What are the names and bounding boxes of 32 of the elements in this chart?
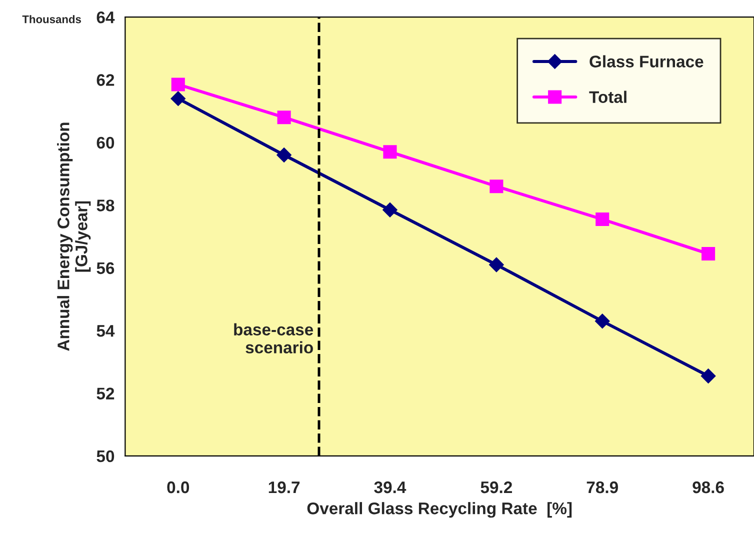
x-axis-title: Overall Glass Recycling Rate [%] [307, 502, 572, 518]
y-tick-label: 60 [96, 136, 114, 149]
x-tick-label: 98.6 [692, 481, 724, 494]
y-tick-label: 50 [96, 450, 114, 462]
y-tick-label: 56 [96, 262, 114, 274]
point [170, 91, 186, 106]
point [594, 314, 610, 329]
x-tick-label: 19.7 [268, 481, 300, 494]
y-tick-label: 52 [96, 388, 114, 400]
point [489, 257, 504, 272]
point [700, 368, 716, 384]
y-tick-label: 64 [96, 11, 115, 24]
legend-label: Glass Furnace [590, 55, 704, 68]
x-tick-label: 59.2 [480, 481, 512, 494]
point [171, 78, 185, 92]
ref-line-label: base-case scenario [234, 323, 314, 354]
x-tick-label: 0.0 [167, 481, 190, 494]
point [702, 246, 716, 261]
y-tick-label: 54 [96, 325, 115, 337]
point [276, 148, 292, 162]
point [277, 110, 291, 124]
y-axis-title: Annual Energy Consumption [GJ/year] [57, 122, 91, 351]
y-tick-label: 58 [96, 200, 114, 212]
y-tick-label: 62 [96, 74, 114, 86]
text: Thousands [22, 15, 81, 24]
point [490, 180, 504, 194]
point [382, 202, 398, 218]
point [596, 212, 610, 226]
x-tick-label: 78.9 [586, 481, 618, 494]
legend-label: Total [589, 90, 626, 103]
point [383, 145, 397, 159]
x-tick-label: 39.4 [374, 481, 406, 494]
